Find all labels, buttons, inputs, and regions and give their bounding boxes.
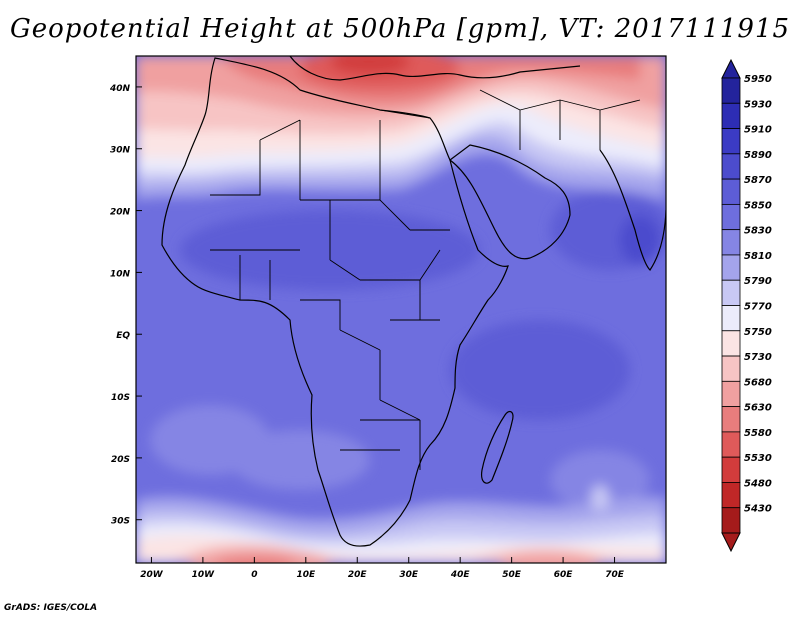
lat-label: 30N — [110, 146, 131, 156]
africa-coastline — [161, 57, 509, 547]
colorbar-swatch — [721, 254, 741, 281]
colorbar-label: 5630 — [744, 403, 772, 414]
lon-label: 10E — [296, 570, 316, 580]
colorbar-swatch — [721, 279, 741, 306]
lon-label: 50E — [502, 570, 522, 580]
footer-credit: GrADS: IGES/COLA — [4, 603, 98, 613]
india-coastline — [599, 149, 666, 271]
colorbar-label: 5950 — [744, 74, 772, 85]
colorbar-label: 5530 — [744, 453, 772, 464]
lon-label: 70E — [605, 570, 625, 580]
colorbar-swatch — [721, 153, 741, 180]
colorbar-swatch — [721, 102, 741, 129]
lon-label: 60E — [554, 570, 574, 580]
colorbar-label: 5850 — [744, 200, 772, 211]
lat-label: 30S — [111, 517, 130, 527]
colorbar-label: 5930 — [744, 99, 772, 110]
lat-label: 20S — [111, 455, 130, 465]
colorbar-swatch — [721, 406, 741, 433]
colorbar-label: 5910 — [744, 125, 772, 136]
colorbar-label: 5480 — [744, 478, 772, 489]
colorbar-swatch — [721, 431, 741, 458]
colorbar-label: 5830 — [744, 226, 772, 237]
colorbar-label: 5680 — [744, 377, 772, 388]
europe-coastline — [289, 56, 581, 81]
colorbar-label: 5870 — [744, 175, 772, 186]
map-frame — [135, 55, 667, 564]
lat-label: 10N — [110, 269, 131, 279]
colorbar-swatch — [721, 482, 741, 509]
colorbar-label: 5580 — [744, 428, 772, 439]
colorbar-swatch — [721, 229, 741, 256]
colorbar-label: 5730 — [744, 352, 772, 363]
colorbar-label: 5750 — [744, 327, 772, 338]
map-title: Geopotential Height at 500hPa [gpm], VT:… — [9, 14, 791, 44]
longitude-axis: 20W 10W 0 10E 20E 30E 40E 50E 60E 70E — [140, 557, 625, 580]
madagascar-coastline — [481, 410, 514, 484]
latitude-axis: 40N 30N 20N 10N EQ 10S 20S 30S — [109, 84, 142, 527]
arabia-coastline — [449, 144, 571, 260]
colorbar-label: 5890 — [744, 150, 772, 161]
lat-label: 40N — [109, 84, 131, 94]
colorbar-bottom-arrow — [721, 532, 741, 553]
colorbar-label: 5810 — [744, 251, 772, 262]
colorbar-label: 5770 — [744, 302, 772, 313]
lat-label: 20N — [110, 208, 131, 218]
lon-label: 40E — [450, 570, 471, 580]
lon-label: 30E — [399, 570, 419, 580]
lon-label: 10W — [192, 570, 216, 580]
colorbar-swatch — [721, 305, 741, 332]
lon-label: 0 — [251, 570, 257, 580]
colorbar-swatch — [721, 380, 741, 408]
colorbar-label: 5430 — [744, 504, 772, 515]
colorbar-swatch — [721, 507, 741, 534]
coastline — [161, 56, 666, 547]
colorbar-swatch — [721, 77, 741, 104]
colorbar: 5950 5930 5910 5890 5870 5850 5830 5810 5790 5770… — [721, 58, 772, 553]
lon-label: 20W — [140, 570, 164, 580]
colorbar-swatch — [721, 203, 741, 231]
colorbar-top-arrow — [721, 58, 741, 79]
colorbar-swatch — [721, 330, 741, 357]
colorbar-label: 5790 — [744, 276, 772, 287]
lon-label: 20E — [348, 570, 368, 580]
lat-label: 10S — [111, 393, 130, 403]
colorbar-swatch — [721, 456, 741, 483]
colorbar-swatch — [721, 128, 741, 155]
lat-label: EQ — [116, 331, 130, 341]
colorbar-swatch — [721, 355, 741, 382]
country-borders — [210, 89, 641, 470]
colorbar-swatch — [721, 178, 741, 205]
contour-field — [136, 56, 666, 563]
